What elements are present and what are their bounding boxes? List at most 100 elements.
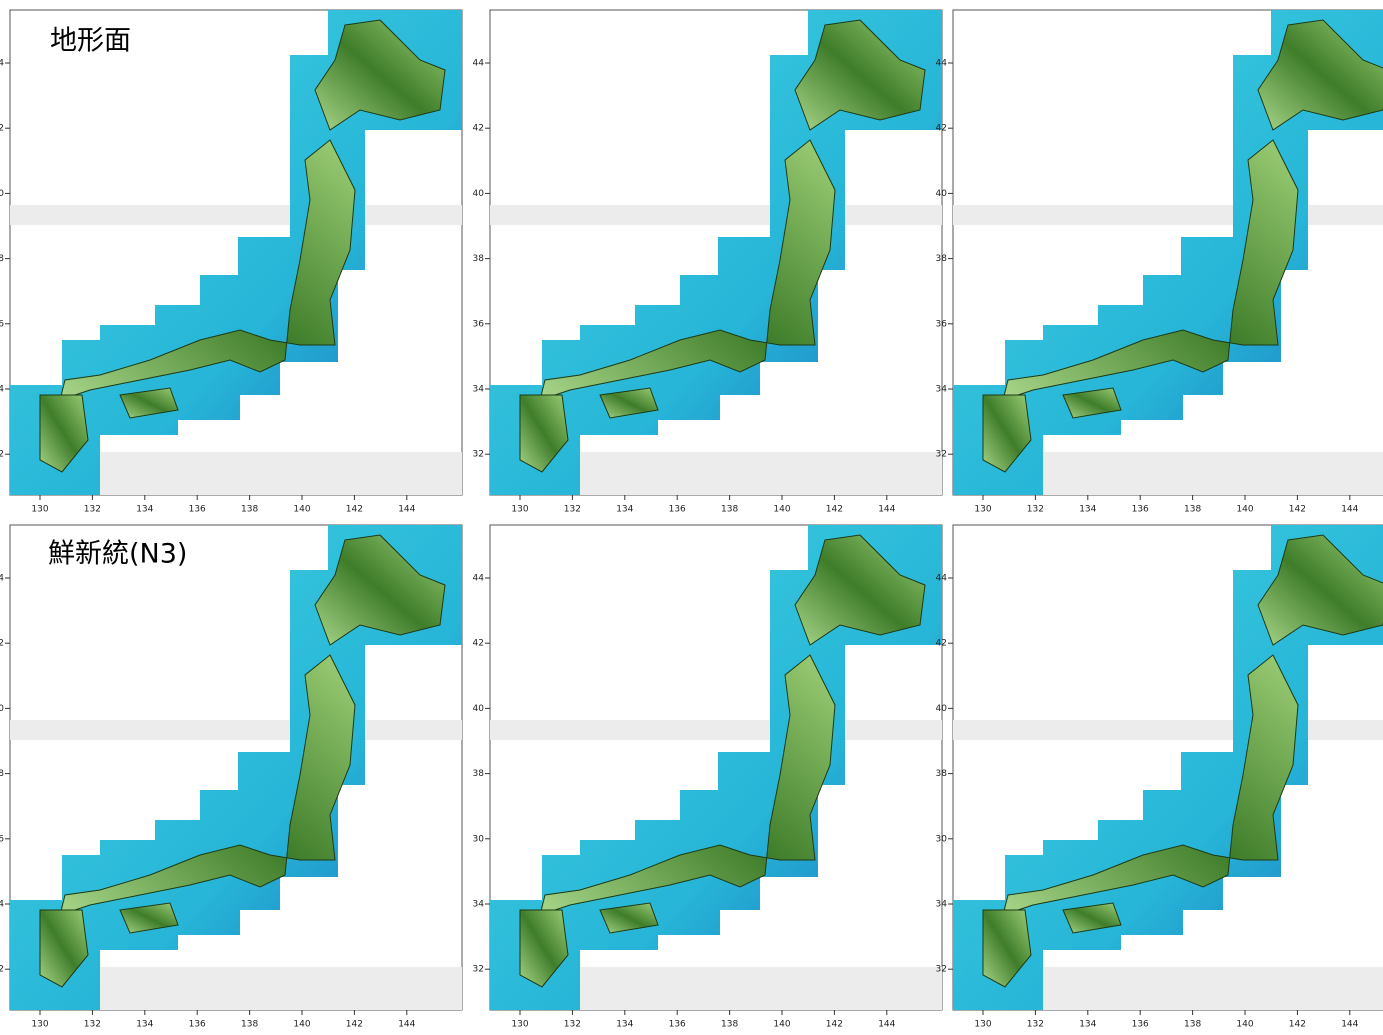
x-tick-label: 138 xyxy=(241,505,258,515)
y-tick-label: 42 xyxy=(936,124,947,134)
x-tick-label: 134 xyxy=(136,505,153,515)
x-tick-label: 138 xyxy=(721,1020,738,1030)
x-tick-label: 142 xyxy=(346,1020,363,1030)
y-tick-label: 44 xyxy=(0,59,4,69)
x-tick-label: 134 xyxy=(136,1020,153,1030)
y-tick-label: 36 xyxy=(0,834,4,844)
gray-band xyxy=(953,720,1383,740)
y-tick-label: 32 xyxy=(0,450,4,460)
gray-band xyxy=(953,205,1383,225)
y-tick-label: 36 xyxy=(473,319,485,329)
y-tick-label: 34 xyxy=(473,385,485,395)
x-tick-label: 134 xyxy=(616,1020,633,1030)
y-tick-label: 32 xyxy=(473,450,484,460)
gray-band xyxy=(10,205,462,225)
x-tick-label: 138 xyxy=(1184,1020,1201,1030)
x-tick-label: 136 xyxy=(189,1020,206,1030)
x-tick-label: 142 xyxy=(346,505,363,515)
x-tick-label: 138 xyxy=(1184,505,1201,515)
y-tick-label: 44 xyxy=(473,574,485,584)
x-tick-label: 136 xyxy=(669,505,686,515)
x-tick-label: 136 xyxy=(1132,1020,1149,1030)
y-tick-label: 44 xyxy=(936,574,948,584)
map-panel: 44424038363432130132134136138140142144下部… xyxy=(936,10,1383,515)
y-tick-label: 40 xyxy=(0,704,4,714)
x-tick-label: 132 xyxy=(84,505,101,515)
y-tick-label: 38 xyxy=(0,769,4,779)
y-tick-label: 34 xyxy=(936,385,948,395)
y-tick-label: 36 xyxy=(0,319,4,329)
y-tick-label: 38 xyxy=(473,769,485,779)
y-tick-label: 38 xyxy=(936,769,948,779)
y-tick-label: 34 xyxy=(0,385,4,395)
y-tick-label: 42 xyxy=(473,124,484,134)
y-tick-label: 40 xyxy=(936,704,948,714)
x-tick-label: 130 xyxy=(511,505,528,515)
map-panel: 44424038303432130132134136138140142144下部… xyxy=(936,525,1383,1030)
y-tick-label: 36 xyxy=(936,319,948,329)
x-tick-label: 134 xyxy=(616,505,633,515)
x-tick-label: 130 xyxy=(31,1020,48,1030)
map-panel: 44424038363432130132134136138140142144地形… xyxy=(0,10,462,515)
x-tick-label: 138 xyxy=(241,1020,258,1030)
y-tick-label: 42 xyxy=(0,124,4,134)
x-tick-label: 132 xyxy=(1027,1020,1044,1030)
gray-band xyxy=(10,720,462,740)
y-tick-label: 30 xyxy=(936,834,948,844)
y-tick-label: 42 xyxy=(936,639,947,649)
gray-band xyxy=(100,452,462,495)
y-tick-label: 42 xyxy=(473,639,484,649)
y-tick-label: 38 xyxy=(0,254,4,264)
x-tick-label: 136 xyxy=(189,505,206,515)
x-tick-label: 136 xyxy=(1132,505,1149,515)
y-tick-label: 44 xyxy=(936,59,948,69)
x-tick-label: 136 xyxy=(669,1020,686,1030)
y-tick-label: 34 xyxy=(0,900,4,910)
x-tick-label: 142 xyxy=(1289,1020,1306,1030)
gray-band xyxy=(1043,452,1383,495)
x-tick-label: 144 xyxy=(878,505,895,515)
x-tick-label: 140 xyxy=(293,505,310,515)
panel-title: 鮮新統(N3) xyxy=(48,539,187,570)
y-tick-label: 38 xyxy=(473,254,485,264)
y-tick-label: 32 xyxy=(0,965,4,975)
x-tick-label: 144 xyxy=(398,1020,415,1030)
x-tick-label: 140 xyxy=(293,1020,310,1030)
x-tick-label: 132 xyxy=(564,505,581,515)
x-tick-label: 132 xyxy=(1027,505,1044,515)
y-tick-label: 30 xyxy=(473,834,485,844)
x-tick-label: 134 xyxy=(1079,505,1096,515)
gray-band xyxy=(1043,967,1383,1010)
map-figure: 44424038363432130132134136138140142144地形… xyxy=(0,0,1383,1035)
x-tick-label: 132 xyxy=(564,1020,581,1030)
y-tick-label: 40 xyxy=(473,704,485,714)
x-tick-label: 144 xyxy=(398,505,415,515)
x-tick-label: 142 xyxy=(826,505,843,515)
y-tick-label: 40 xyxy=(473,189,485,199)
y-tick-label: 42 xyxy=(0,639,4,649)
x-tick-label: 140 xyxy=(1236,1020,1253,1030)
map-panel: 44424038363432130132134136138140142144鮮新… xyxy=(0,525,462,1030)
x-tick-label: 144 xyxy=(878,1020,895,1030)
x-tick-label: 130 xyxy=(974,505,991,515)
x-tick-label: 130 xyxy=(511,1020,528,1030)
y-tick-label: 34 xyxy=(936,900,948,910)
x-tick-label: 130 xyxy=(31,505,48,515)
y-tick-label: 34 xyxy=(473,900,485,910)
y-tick-label: 32 xyxy=(473,965,484,975)
gray-band xyxy=(490,205,942,225)
gray-band xyxy=(580,967,942,1010)
gray-band xyxy=(490,720,942,740)
gray-band xyxy=(100,967,462,1010)
x-tick-label: 132 xyxy=(84,1020,101,1030)
y-tick-label: 32 xyxy=(936,450,947,460)
x-tick-label: 142 xyxy=(1289,505,1306,515)
x-tick-label: 144 xyxy=(1341,1020,1358,1030)
gray-band xyxy=(580,452,942,495)
x-tick-label: 140 xyxy=(773,505,790,515)
y-tick-label: 32 xyxy=(936,965,947,975)
x-tick-label: 130 xyxy=(974,1020,991,1030)
x-tick-label: 138 xyxy=(721,505,738,515)
y-tick-label: 40 xyxy=(0,189,4,199)
x-tick-label: 140 xyxy=(1236,505,1253,515)
